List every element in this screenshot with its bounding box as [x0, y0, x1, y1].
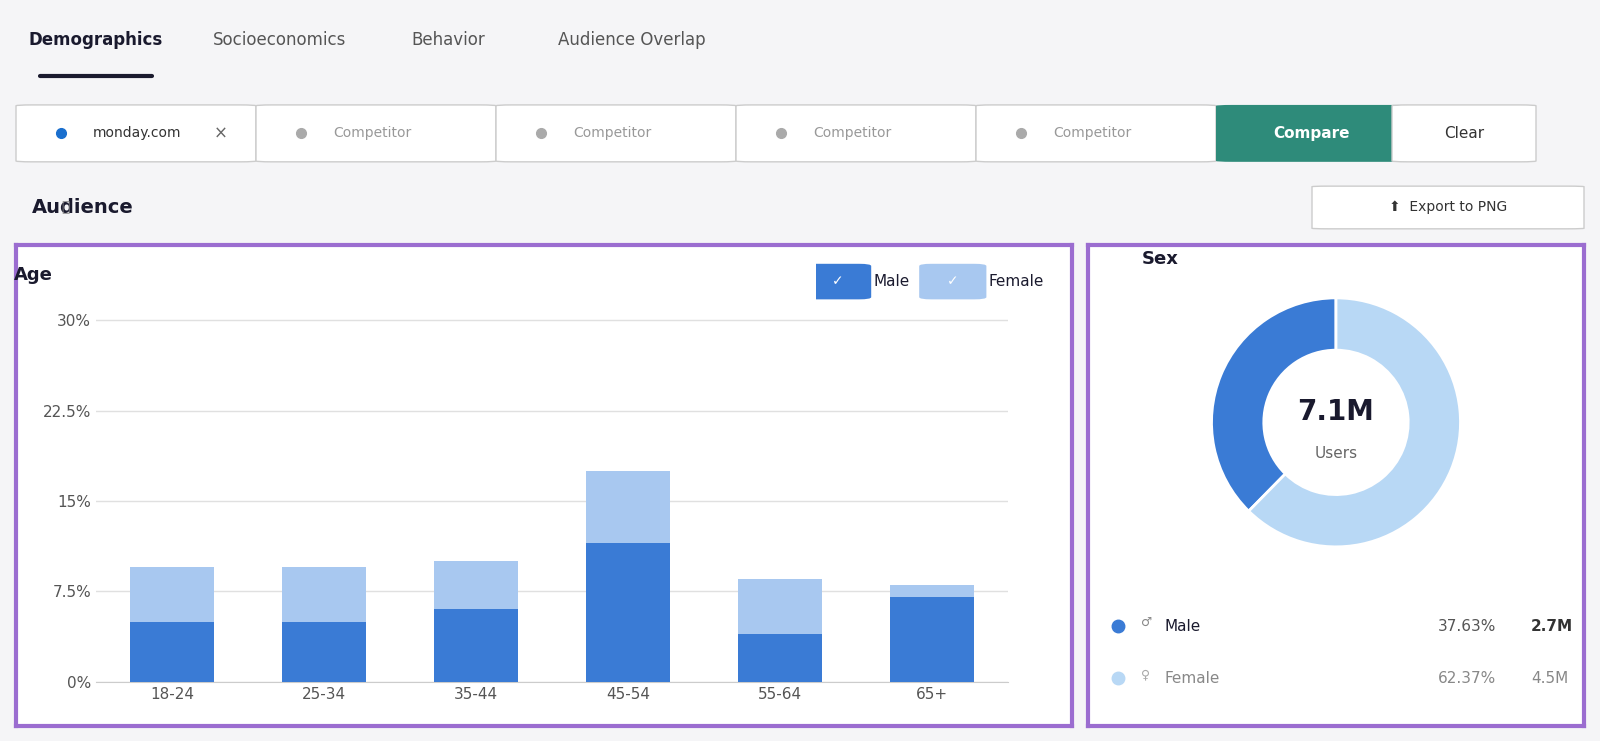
FancyBboxPatch shape [736, 105, 976, 162]
Text: Clear: Clear [1443, 126, 1485, 141]
FancyBboxPatch shape [1312, 186, 1584, 229]
Text: Compare: Compare [1274, 126, 1350, 141]
Text: ×: × [214, 124, 227, 142]
FancyBboxPatch shape [805, 264, 872, 299]
Text: ♀: ♀ [1141, 668, 1150, 681]
Bar [738, 634, 822, 682]
Text: Competitor: Competitor [813, 127, 891, 140]
Bar [890, 585, 974, 597]
Bar [586, 471, 670, 543]
Bar [434, 609, 518, 682]
Text: 37.63%: 37.63% [1438, 619, 1496, 634]
Bar [586, 543, 670, 682]
Text: 4.5M: 4.5M [1531, 671, 1568, 685]
Text: Male: Male [874, 274, 910, 289]
Text: 62.37%: 62.37% [1438, 671, 1496, 685]
FancyBboxPatch shape [918, 264, 986, 299]
Bar [890, 597, 974, 682]
Text: Socioeconomics: Socioeconomics [213, 31, 347, 49]
Text: ✓: ✓ [947, 275, 958, 288]
Text: Demographics: Demographics [29, 31, 163, 49]
Text: ♂: ♂ [1141, 617, 1152, 629]
Text: Sex: Sex [1141, 250, 1179, 268]
Wedge shape [1248, 298, 1461, 547]
Text: ⓘ: ⓘ [61, 201, 69, 214]
FancyBboxPatch shape [256, 105, 496, 162]
Bar [282, 568, 366, 622]
FancyBboxPatch shape [496, 105, 736, 162]
Text: Audience: Audience [32, 198, 134, 217]
Bar [434, 562, 518, 609]
Text: Competitor: Competitor [333, 127, 411, 140]
Bar [282, 622, 366, 682]
Text: ⬆  Export to PNG: ⬆ Export to PNG [1389, 201, 1507, 214]
Wedge shape [1211, 298, 1336, 511]
Bar [738, 579, 822, 634]
Text: Competitor: Competitor [573, 127, 651, 140]
Text: 7.1M: 7.1M [1298, 399, 1374, 426]
Text: monday.com: monday.com [93, 127, 181, 140]
FancyBboxPatch shape [1392, 105, 1536, 162]
Text: Male: Male [1165, 619, 1200, 634]
Text: Competitor: Competitor [1053, 127, 1131, 140]
Bar [130, 622, 214, 682]
Text: Users: Users [1315, 446, 1357, 461]
FancyBboxPatch shape [1216, 105, 1408, 162]
Text: Female: Female [989, 274, 1045, 289]
Text: Behavior: Behavior [411, 31, 485, 49]
Text: Female: Female [1165, 671, 1219, 685]
FancyBboxPatch shape [976, 105, 1216, 162]
Text: 2.7M: 2.7M [1531, 619, 1573, 634]
Text: ✓: ✓ [832, 275, 843, 288]
Bar [130, 568, 214, 622]
Text: Audience Overlap: Audience Overlap [558, 31, 706, 49]
Text: Age: Age [14, 265, 53, 284]
FancyBboxPatch shape [16, 105, 256, 162]
